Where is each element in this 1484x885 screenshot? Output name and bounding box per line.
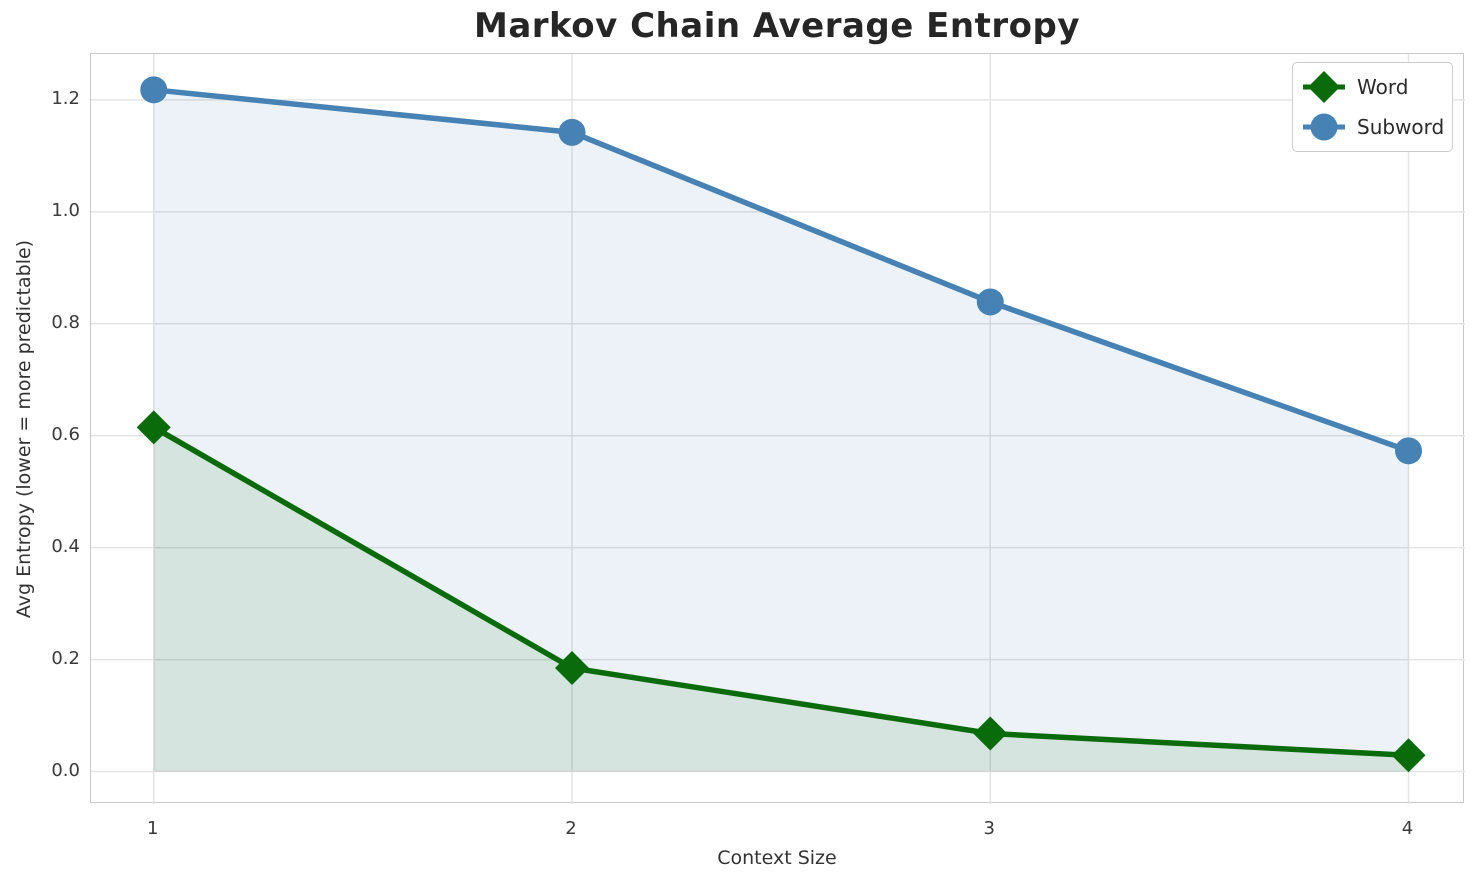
- chart-canvas: [91, 54, 1465, 804]
- y-axis-label: Avg Entropy (lower = more predictable): [13, 239, 35, 619]
- y-tick-label: 0.8: [51, 311, 80, 333]
- chart-title: Markov Chain Average Entropy: [474, 6, 1080, 46]
- gridlines: [91, 54, 1465, 804]
- subword-marker: [558, 118, 586, 146]
- y-tick-label: 1.2: [51, 87, 80, 109]
- x-tick-label: 2: [565, 818, 577, 839]
- word-series-line: [152, 424, 1409, 759]
- subword-series-line: [153, 87, 1410, 454]
- word-legend-marker-icon: [1303, 71, 1345, 103]
- legend-label-subword: Subword: [1357, 115, 1445, 139]
- y-tick-label: 1.0: [51, 199, 80, 221]
- legend-label-word: Word: [1357, 75, 1409, 99]
- y-tick-label: 0.4: [51, 535, 80, 557]
- word-marker: [973, 716, 1008, 751]
- x-tick-label: 3: [983, 818, 995, 839]
- subword-marker: [140, 76, 168, 104]
- subword-legend-marker: [1310, 113, 1338, 141]
- x-tick-label: 4: [1401, 818, 1414, 839]
- plot-area: [90, 53, 1465, 804]
- word-legend-marker: [1308, 71, 1340, 103]
- legend: Word Subword: [1292, 62, 1453, 152]
- subword-marker: [1395, 437, 1423, 465]
- subword-area-fill: [153, 89, 1409, 772]
- subword-legend-marker-icon: [1303, 113, 1345, 141]
- y-tick-label: 0.2: [51, 647, 80, 669]
- word-marker: [555, 650, 590, 685]
- subword-marker: [976, 288, 1004, 316]
- word-marker: [1391, 738, 1426, 773]
- legend-item-subword: Subword: [1293, 107, 1452, 147]
- word-area-fill: [153, 427, 1409, 772]
- x-tick-label: 1: [147, 818, 159, 839]
- legend-item-word: Word: [1293, 67, 1452, 107]
- x-axis-label: Context Size: [717, 847, 837, 869]
- y-tick-label: 0.0: [51, 759, 80, 781]
- y-tick-label: 0.6: [51, 423, 80, 445]
- word-marker: [136, 410, 171, 445]
